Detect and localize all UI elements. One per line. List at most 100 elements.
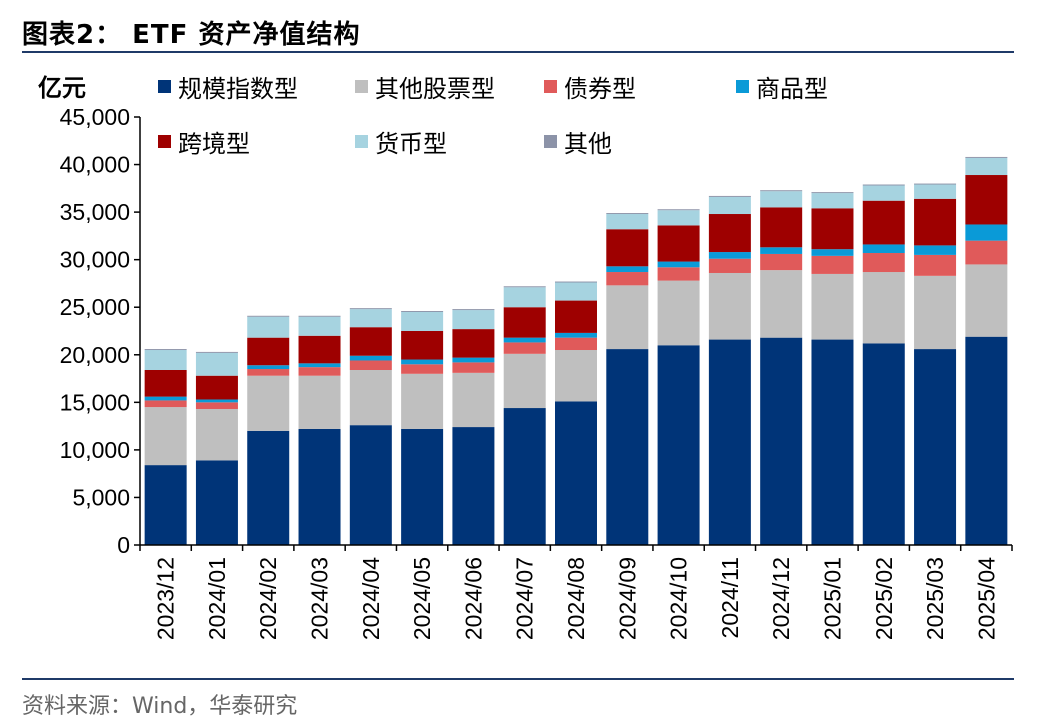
bar-segment: [349, 369, 392, 426]
x-tick-label: 2024/01: [204, 557, 230, 640]
bar-segment: [401, 373, 444, 429]
bar-segment: [708, 252, 751, 259]
bar-segment: [965, 156, 1008, 158]
bar-segment: [914, 349, 957, 545]
bar-segment: [503, 408, 546, 545]
bar-segment: [555, 282, 597, 301]
bar-segment: [760, 270, 803, 338]
bar-segment: [657, 280, 700, 346]
bar-segment: [555, 401, 597, 545]
bar-segment: [349, 309, 392, 328]
bar-segment: [760, 247, 803, 254]
x-tick-label: 2023/12: [153, 557, 179, 640]
bar-segment: [452, 310, 495, 330]
y-tick-label: 0: [117, 532, 130, 558]
y-tick-label: 5,000: [72, 484, 130, 510]
bar-segment: [144, 369, 187, 397]
chart-title: 图表2： ETF 资产净值结构: [22, 20, 361, 50]
y-axis: 0 5,000 10,000 15,000 20,000 25,000 30,000 35,0…: [60, 104, 141, 558]
bar-segment: [195, 408, 238, 461]
bar-segment: [914, 245, 957, 255]
legend-label: 其他股票型: [375, 75, 495, 103]
bar-segment: [195, 399, 238, 403]
bar-segment: [401, 331, 444, 360]
bar-segment: [555, 281, 597, 283]
bar-segment: [811, 249, 854, 256]
bar-segment: [401, 364, 444, 374]
bar-segment: [247, 365, 290, 370]
bar-segment: [760, 253, 803, 271]
x-tick-label: 2025/02: [871, 557, 897, 640]
bar-segment: [657, 261, 700, 268]
bar-segment: [555, 332, 597, 338]
x-tick-label: 2024/12: [768, 557, 794, 640]
bar-segment: [247, 315, 290, 317]
bar-segment: [503, 286, 546, 288]
bar-segment: [298, 375, 341, 429]
bar-segment: [708, 258, 751, 273]
bar-segment: [503, 307, 546, 338]
y-tick-label: 40,000: [60, 152, 130, 178]
legend-swatch: [355, 135, 368, 148]
legend-label: 货币型: [375, 130, 447, 158]
x-tick-label: 2024/05: [409, 557, 435, 640]
bar-segment: [247, 316, 290, 338]
x-tick-label: 2024/11: [717, 557, 743, 638]
bar-segment: [606, 229, 649, 267]
bar-segment: [195, 352, 238, 376]
x-tick-label: 2024/10: [666, 557, 692, 640]
x-axis: 2023/12 2024/01 2024/02 2024/03 2024/04 2024/…: [139, 544, 1013, 640]
bar-segment: [503, 337, 546, 343]
bar-segment: [708, 339, 751, 545]
legend-label: 跨境型: [178, 130, 250, 158]
bar-segment: [349, 425, 392, 545]
bar-segment: [298, 363, 341, 368]
y-tick-label: 20,000: [60, 342, 130, 368]
bar-segment: [555, 337, 597, 351]
bar-segment: [760, 191, 803, 208]
bar-segment: [401, 311, 444, 312]
bar-segment: [708, 214, 751, 253]
bar-segment: [914, 198, 957, 246]
bar-segment: [606, 266, 649, 273]
bar-segment: [452, 427, 495, 545]
bar-segment: [452, 372, 495, 428]
bar-segment: [349, 355, 392, 361]
bar-segment: [503, 342, 546, 354]
bar-segment: [811, 255, 854, 274]
x-tick-label: 2024/09: [614, 557, 640, 640]
bar-segment: [195, 460, 238, 545]
bar-segment: [606, 349, 649, 545]
bar-segment: [606, 214, 649, 230]
x-tick-label: 2025/04: [973, 557, 999, 640]
bar-segment: [247, 337, 290, 366]
bar-segment: [965, 224, 1008, 241]
bar-segment: [401, 311, 444, 331]
bar-segment: [247, 375, 290, 431]
y-tick-label: 25,000: [60, 294, 130, 320]
bar-segment: [452, 309, 495, 311]
bars: [144, 156, 1008, 545]
bar-segment: [708, 195, 751, 197]
bar-segment: [914, 183, 957, 185]
bar-segment: [555, 300, 597, 333]
legend-label: 债券型: [564, 75, 636, 103]
bar-segment: [914, 275, 957, 350]
source-note: 资料来源：Wind，华泰研究: [22, 694, 298, 719]
bar-segment: [144, 349, 187, 351]
bar-segment: [144, 465, 187, 545]
bar-segment: [862, 343, 905, 545]
legend-swatch: [736, 80, 749, 93]
legend-swatch: [544, 135, 557, 148]
bar-segment: [760, 190, 803, 192]
y-tick-label: 15,000: [60, 389, 130, 415]
bar-segment: [811, 339, 854, 545]
bar-segment: [965, 240, 1008, 265]
bar-segment: [247, 369, 290, 376]
x-tick-label: 2024/02: [255, 557, 281, 640]
bar-segment: [401, 428, 444, 545]
bar-segment: [760, 337, 803, 545]
bar-segment: [657, 209, 700, 211]
bar-segment: [144, 407, 187, 466]
